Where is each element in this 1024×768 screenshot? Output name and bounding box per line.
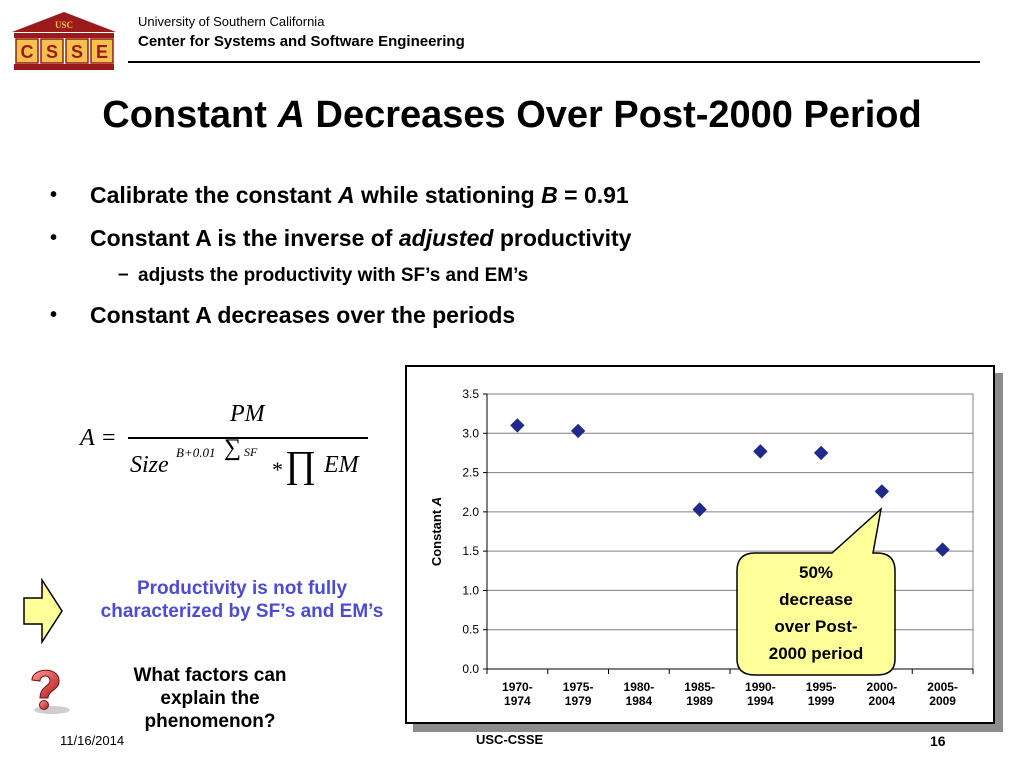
constant-a-chart: 0.0 0.5 1.0 1.5 2.0 2.5 3.0 3.5 1970-1974 1975-19… bbox=[405, 365, 995, 724]
title-italic-a: A bbox=[277, 94, 305, 136]
bullet-1-part-b: while stationing bbox=[354, 182, 542, 208]
data-point-marker bbox=[813, 445, 829, 461]
y-tick-label: 3.0 bbox=[462, 426, 479, 440]
x-tick-label: 1980-1984 bbox=[624, 680, 655, 708]
formula-size: Size bbox=[130, 452, 169, 478]
x-tick-label: 1990-1994 bbox=[745, 680, 776, 708]
bullet-2-part-b: productivity bbox=[493, 225, 632, 251]
x-tick-label: 1970-1974 bbox=[502, 680, 533, 708]
y-tick-label: 0.5 bbox=[462, 623, 479, 637]
logo-letter: S bbox=[46, 42, 58, 62]
page-number: 16 bbox=[930, 733, 946, 749]
formula-em: EM bbox=[324, 452, 359, 478]
chart-canvas: 0.0 0.5 1.0 1.5 2.0 2.5 3.0 3.5 1970-1974 1975-19… bbox=[429, 387, 974, 708]
university-name: University of Southern California bbox=[138, 14, 325, 29]
header-divider bbox=[128, 61, 980, 63]
sub-bullet-marker: – bbox=[118, 264, 129, 285]
bullet-1-italic-b: B bbox=[541, 182, 558, 208]
formula-product-symbol: ∏ bbox=[285, 444, 317, 486]
title-part-1: Constant bbox=[102, 94, 278, 136]
data-point-marker bbox=[753, 444, 768, 459]
sub-bullet-1-text: adjusts the productivity with SF’s and E… bbox=[138, 265, 529, 286]
logo-letter: S bbox=[71, 42, 83, 62]
y-tick-label: 1.0 bbox=[462, 583, 479, 597]
y-tick-label: 2.0 bbox=[462, 505, 479, 519]
productivity-note: Productivity is not fully characterized … bbox=[100, 578, 384, 622]
y-tick-label: 3.5 bbox=[462, 387, 479, 401]
bullet-1-part-c: = 0.91 bbox=[557, 182, 629, 208]
callout-bubble: 50% decrease over Post-2000 period bbox=[736, 506, 896, 676]
x-tick-label: 1975-1979 bbox=[563, 680, 594, 708]
formula-equals: = bbox=[102, 425, 116, 451]
title-part-2: Decreases Over Post-2000 Period bbox=[304, 94, 922, 136]
formula-sum-symbol: ∑ bbox=[224, 435, 242, 461]
bullet-1-italic-a: A bbox=[337, 182, 355, 208]
sub-bullet-1: – adjusts the productivity with SF’s and… bbox=[0, 264, 800, 294]
data-point-marker bbox=[570, 423, 586, 439]
data-point-marker bbox=[692, 502, 707, 517]
formula-lhs: A bbox=[80, 425, 95, 451]
logo-letter-tile bbox=[65, 38, 89, 64]
formula-exponent: B+0.01 bbox=[176, 445, 216, 460]
logo-letter: C bbox=[21, 42, 34, 62]
footer-org: USC-CSSE bbox=[476, 732, 544, 747]
constant-a-formula: A = PM Size B+0.01 ∑ SF * ∏ EM bbox=[70, 395, 390, 495]
x-tick-label: 2000-2004 bbox=[867, 680, 898, 708]
center-name: Center for Systems and Software Engineer… bbox=[138, 33, 465, 50]
bullet-3-text: Constant A decreases over the periods bbox=[90, 302, 516, 328]
right-arrow-icon bbox=[23, 578, 63, 644]
data-point-marker bbox=[510, 418, 525, 433]
logo-letter-tile bbox=[90, 38, 114, 64]
bullet-1-text: Calibrate the constant A while stationin… bbox=[90, 182, 629, 209]
data-point-marker bbox=[935, 542, 950, 557]
factors-question: What factors can explain the phenomenon? bbox=[133, 665, 287, 732]
y-tick-label: 1.5 bbox=[462, 544, 479, 558]
logo-letter: E bbox=[96, 42, 108, 62]
question-mark-icon bbox=[31, 669, 70, 714]
bullet-2-italic: adjusted bbox=[398, 225, 494, 251]
bullet-1-part-a: Calibrate the constant bbox=[90, 182, 338, 208]
bullet-2-part-a: Constant A is the inverse of bbox=[90, 225, 399, 251]
bullet-1: • Calibrate the constant A while station… bbox=[0, 180, 780, 220]
y-axis-label: Constant A bbox=[429, 497, 444, 566]
y-tick-label: 0.0 bbox=[462, 662, 479, 676]
bullet-marker: • bbox=[50, 304, 58, 326]
bullet-2-text: Constant A is the inverse of adjusted pr… bbox=[90, 225, 631, 252]
x-tick-label: 2005-2009 bbox=[927, 680, 958, 708]
formula-sf: SF bbox=[244, 445, 258, 459]
fraction-bar bbox=[128, 437, 368, 439]
logo-letter-tile bbox=[15, 38, 39, 64]
callout-text: 50% decrease over Post-2000 period bbox=[769, 563, 864, 663]
footer-date: 11/16/2014 bbox=[60, 733, 125, 748]
y-tick-label: 2.5 bbox=[462, 466, 479, 480]
bullet-2: • Constant A is the inverse of adjusted … bbox=[0, 223, 800, 263]
logo-letter-tile bbox=[40, 38, 64, 64]
bullet-marker: • bbox=[50, 227, 58, 249]
plot-area bbox=[486, 393, 974, 670]
bullet-marker: • bbox=[50, 184, 58, 206]
formula-times: * bbox=[272, 457, 283, 482]
x-tick-label: 1985-1989 bbox=[684, 680, 715, 708]
bullet-3: • Constant A decreases over the periods bbox=[0, 300, 800, 340]
logo-usc-text: USC bbox=[55, 20, 73, 30]
formula-numerator: PM bbox=[230, 401, 265, 427]
slide-title: Constant A Decreases Over Post-2000 Peri… bbox=[0, 94, 1024, 137]
data-point-marker bbox=[874, 484, 890, 499]
x-tick-label: 1995-1999 bbox=[806, 680, 837, 708]
